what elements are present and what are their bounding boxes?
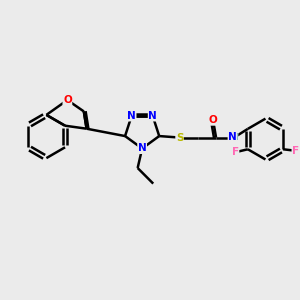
Text: N: N [138,143,146,154]
Text: N: N [228,132,237,142]
Text: F: F [292,146,299,156]
Text: N: N [148,111,157,121]
Text: O: O [63,95,72,105]
Text: O: O [209,115,218,125]
Text: F: F [232,147,239,157]
Text: H: H [230,133,238,142]
Text: S: S [176,133,183,142]
Text: N: N [127,111,136,121]
